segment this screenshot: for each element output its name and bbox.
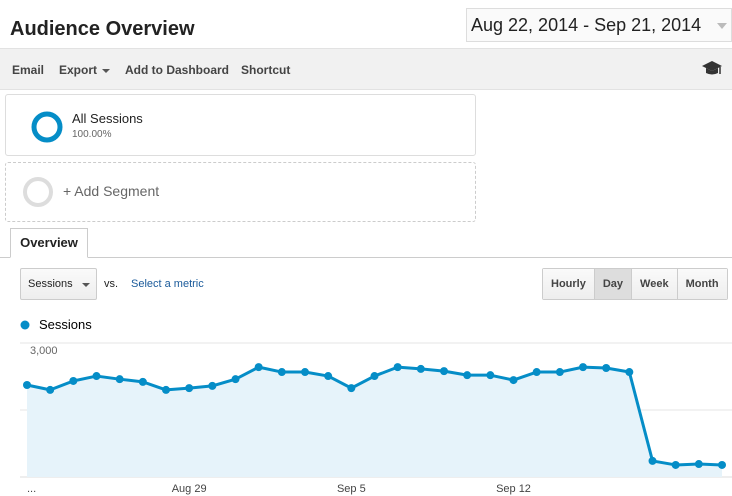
legend-label: Sessions (39, 317, 92, 332)
granularity-button[interactable]: Hourly (543, 269, 594, 299)
data-point (23, 380, 31, 389)
toolbar-item[interactable]: Export (59, 63, 111, 77)
metric-dropdown[interactable]: Sessions (20, 268, 97, 300)
data-point (440, 367, 448, 376)
date-range-picker[interactable]: Aug 22, 2014 - Sep 21, 2014 (466, 8, 732, 42)
granularity-button[interactable]: Week (631, 269, 677, 299)
data-point (347, 384, 356, 393)
y-tick-label: 3,000 (30, 345, 58, 357)
caret (102, 68, 111, 73)
page-title: Audience Overview (10, 18, 195, 40)
toolbar-item[interactable]: Add to Dashboard (125, 63, 229, 77)
data-point (579, 363, 587, 372)
toolbar: Email Export Add to Dashboard Shortcut (0, 48, 732, 90)
toolbar-item[interactable]: Shortcut (241, 63, 291, 77)
segment-ring (31, 111, 63, 143)
caret (717, 23, 727, 29)
data-point (718, 460, 726, 469)
data-point (185, 384, 194, 393)
select-metric-link[interactable]: Select a metric (131, 278, 204, 290)
data-point (231, 375, 240, 384)
segment-card[interactable]: All Sessions 100.00% (5, 94, 476, 156)
x-tick-label: ... (27, 483, 36, 495)
data-point (393, 363, 402, 372)
granularity-button[interactable]: Month (676, 269, 727, 299)
legend-marker (20, 320, 30, 330)
data-point (254, 363, 263, 372)
toolbar-item[interactable]: Email (12, 63, 45, 77)
granularity-buttons: Hourly Day Week Month (542, 268, 728, 300)
data-point (208, 381, 217, 390)
tab[interactable]: Overview (10, 228, 88, 258)
legend: Sessions (20, 317, 92, 332)
segment-name: All Sessions (72, 111, 143, 126)
data-point (115, 375, 124, 384)
data-point (486, 371, 495, 380)
metric: Sessions (28, 278, 73, 290)
caret (82, 283, 90, 287)
tab-border (0, 257, 732, 258)
data-point (625, 368, 634, 377)
area (27, 367, 722, 477)
date-range: Aug 22, 2014 - Sep 21, 2014 (471, 15, 702, 35)
data-point (555, 368, 564, 377)
segment-ring (23, 177, 53, 207)
data-point (416, 364, 425, 373)
data-point (671, 460, 680, 469)
data-point (138, 377, 147, 386)
x-tick-label: Aug 29 (172, 483, 207, 495)
data-point (463, 371, 472, 380)
data-point (92, 372, 101, 381)
academy-icon[interactable] (701, 59, 723, 77)
data-point (602, 364, 611, 373)
data-point (694, 460, 703, 469)
data-point (301, 368, 309, 377)
data-point (46, 385, 55, 394)
add-segment: + Add Segment (63, 183, 160, 199)
data-point (277, 368, 286, 377)
label: Export (59, 63, 98, 77)
x-tick-label: Sep 12 (496, 483, 531, 495)
data-point (648, 456, 657, 465)
data-point (69, 376, 78, 385)
data-point (324, 372, 333, 381)
data-point (532, 368, 541, 377)
granularity-button[interactable]: Day (593, 269, 632, 299)
segment-percent: 100.00% (72, 129, 112, 140)
vs-label: vs. (104, 278, 119, 290)
x-tick-label: Sep 5 (337, 483, 366, 495)
data-point (370, 372, 379, 381)
data-point (509, 376, 518, 385)
add-segment-card[interactable]: + Add Segment (5, 162, 476, 222)
data-point (162, 385, 170, 394)
